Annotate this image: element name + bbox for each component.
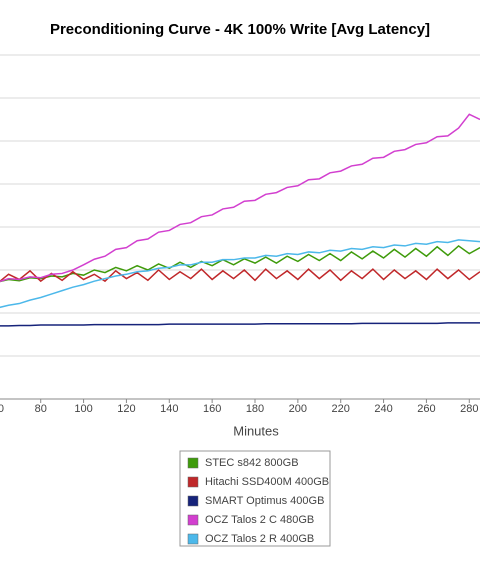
- x-tick-label: 240: [374, 403, 392, 415]
- legend-swatch: [187, 476, 199, 488]
- series-line: [0, 244, 480, 283]
- legend-swatch: [187, 457, 199, 469]
- legend-label: STEC s842 800GB: [205, 457, 299, 469]
- x-tick-label: 120: [117, 403, 135, 415]
- legend-label: Hitachi SSD400M 400GB: [205, 476, 329, 488]
- legend-swatch: [187, 533, 199, 545]
- x-tick-label: 100: [74, 403, 92, 415]
- x-tick-label: 60: [0, 403, 4, 415]
- legend-label: OCZ Talos 2 C 480GB: [205, 514, 314, 526]
- legend-swatch: [187, 514, 199, 526]
- series-line: [0, 322, 480, 327]
- series-line: [0, 113, 480, 283]
- x-tick-label: 180: [246, 403, 264, 415]
- series-line: [0, 268, 480, 283]
- x-tick-label: 140: [160, 403, 178, 415]
- plot-area: [0, 54, 480, 400]
- legend-swatch: [187, 495, 199, 507]
- x-tick-label: 160: [203, 403, 221, 415]
- legend-box: [179, 450, 331, 547]
- x-tick-label: 220: [332, 403, 350, 415]
- series-line: [0, 239, 480, 309]
- legend-label: OCZ Talos 2 R 400GB: [205, 533, 314, 545]
- legend-label: SMART Optimus 400GB: [205, 495, 324, 507]
- x-tick-label: 80: [35, 403, 47, 415]
- x-axis-title: Minutes: [233, 423, 279, 438]
- x-tick-label: 200: [289, 403, 307, 415]
- x-tick-label: 280: [460, 403, 478, 415]
- chart-title: Preconditioning Curve - 4K 100% Write [A…: [50, 21, 430, 38]
- x-tick-label: 260: [417, 403, 435, 415]
